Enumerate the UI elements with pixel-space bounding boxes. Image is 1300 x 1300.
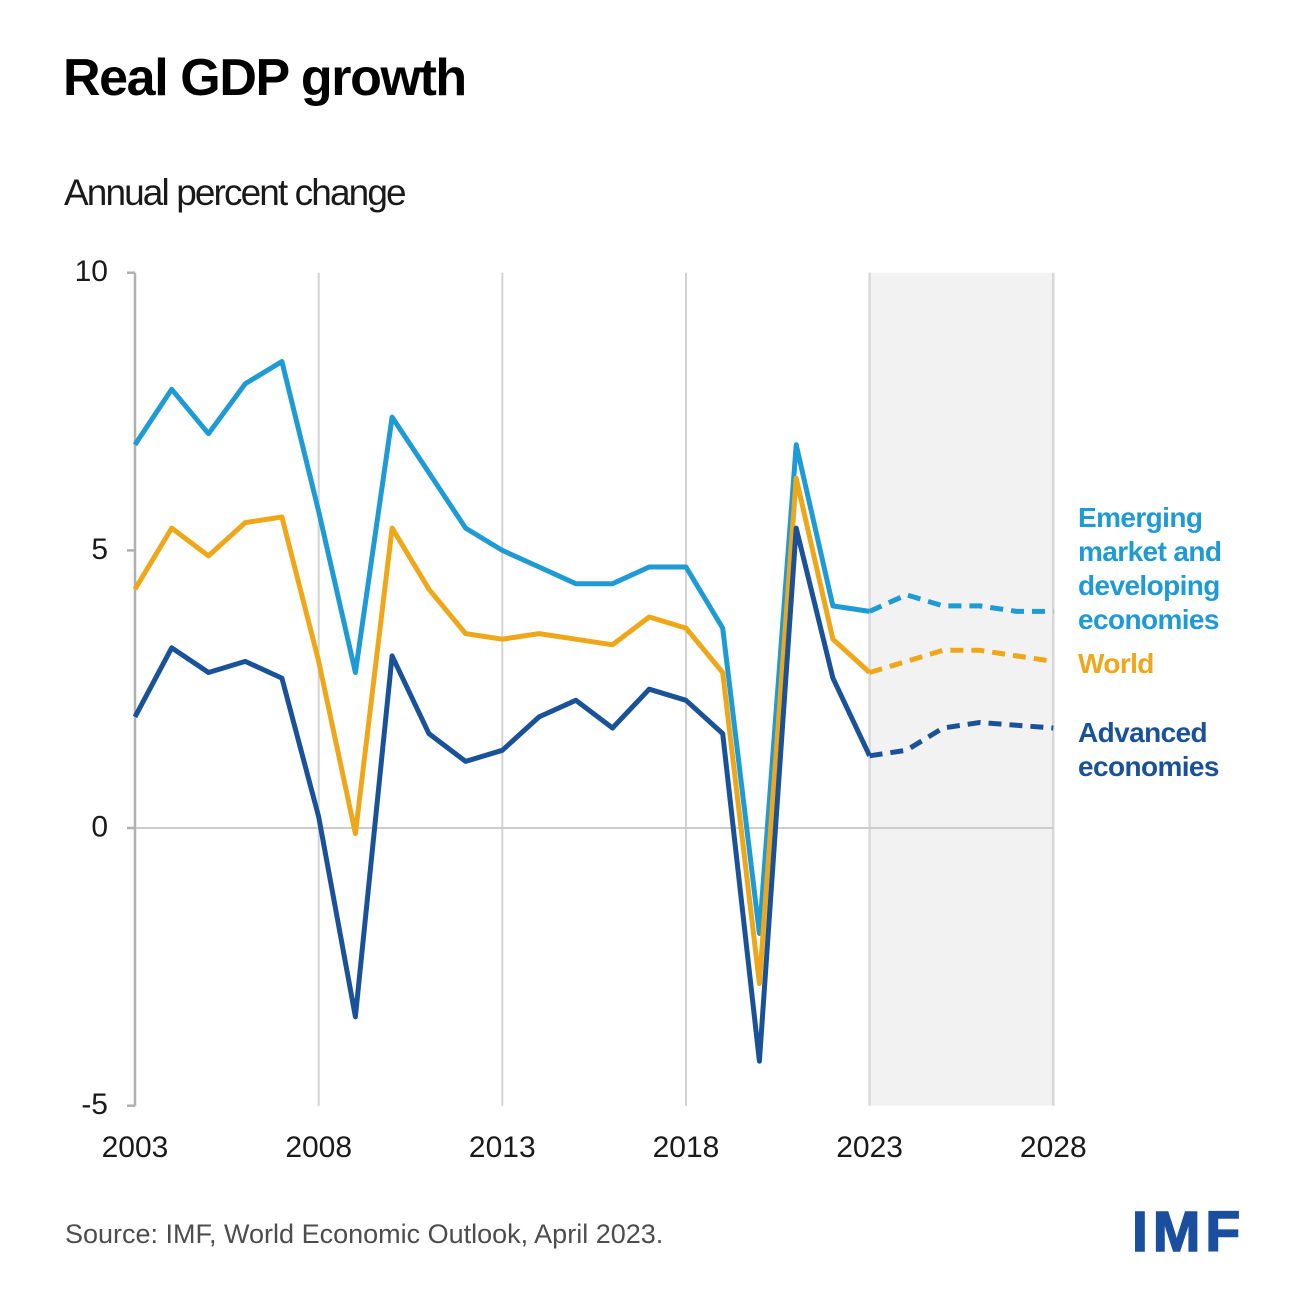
svg-text:0: 0 (91, 811, 108, 844)
svg-text:5: 5 (91, 533, 108, 566)
svg-text:2003: 2003 (102, 1131, 169, 1164)
svg-text:economies: economies (1078, 751, 1219, 782)
svg-text:2013: 2013 (469, 1131, 536, 1164)
svg-text:market and: market and (1078, 536, 1221, 567)
svg-text:2028: 2028 (1020, 1131, 1087, 1164)
svg-text:2008: 2008 (285, 1131, 352, 1164)
svg-text:Emerging: Emerging (1078, 502, 1202, 533)
svg-text:World: World (1078, 648, 1154, 679)
svg-text:Source: IMF, World Economic Ou: Source: IMF, World Economic Outlook, Apr… (65, 1219, 663, 1249)
svg-text:economies: economies (1078, 604, 1219, 635)
svg-text:Annual percent change: Annual percent change (64, 172, 405, 213)
svg-text:2018: 2018 (653, 1131, 720, 1164)
svg-text:2023: 2023 (836, 1131, 903, 1164)
svg-text:10: 10 (75, 255, 108, 288)
svg-text:developing: developing (1078, 570, 1220, 601)
svg-text:-5: -5 (81, 1088, 108, 1121)
svg-text:Real GDP growth: Real GDP growth (63, 49, 466, 107)
svg-text:IMF: IMF (1132, 1200, 1245, 1264)
svg-text:Advanced: Advanced (1078, 717, 1207, 748)
